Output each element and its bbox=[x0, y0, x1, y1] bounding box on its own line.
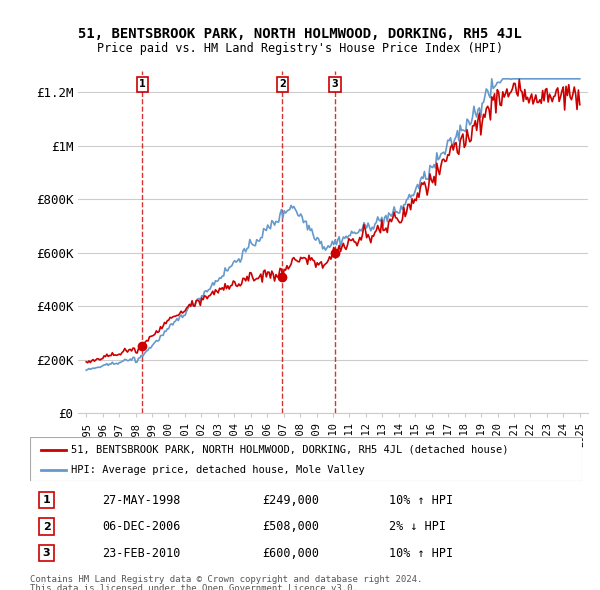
Text: 51, BENTSBROOK PARK, NORTH HOLMWOOD, DORKING, RH5 4JL: 51, BENTSBROOK PARK, NORTH HOLMWOOD, DOR… bbox=[78, 27, 522, 41]
Text: 2% ↓ HPI: 2% ↓ HPI bbox=[389, 520, 446, 533]
Text: 1: 1 bbox=[139, 80, 146, 90]
Text: 10% ↑ HPI: 10% ↑ HPI bbox=[389, 546, 453, 560]
Text: £508,000: £508,000 bbox=[262, 520, 319, 533]
Text: 27-MAY-1998: 27-MAY-1998 bbox=[102, 493, 180, 507]
Text: 51, BENTSBROOK PARK, NORTH HOLMWOOD, DORKING, RH5 4JL (detached house): 51, BENTSBROOK PARK, NORTH HOLMWOOD, DOR… bbox=[71, 445, 509, 455]
Text: £600,000: £600,000 bbox=[262, 546, 319, 560]
Text: 2: 2 bbox=[279, 80, 286, 90]
Text: 10% ↑ HPI: 10% ↑ HPI bbox=[389, 493, 453, 507]
Text: 23-FEB-2010: 23-FEB-2010 bbox=[102, 546, 180, 560]
Text: 06-DEC-2006: 06-DEC-2006 bbox=[102, 520, 180, 533]
Text: Contains HM Land Registry data © Crown copyright and database right 2024.: Contains HM Land Registry data © Crown c… bbox=[30, 575, 422, 584]
Text: 3: 3 bbox=[43, 548, 50, 558]
Text: This data is licensed under the Open Government Licence v3.0.: This data is licensed under the Open Gov… bbox=[30, 584, 358, 590]
Text: 1: 1 bbox=[43, 495, 50, 505]
Text: 3: 3 bbox=[332, 80, 338, 90]
FancyBboxPatch shape bbox=[30, 437, 582, 481]
Text: £249,000: £249,000 bbox=[262, 493, 319, 507]
Text: 2: 2 bbox=[43, 522, 50, 532]
Text: HPI: Average price, detached house, Mole Valley: HPI: Average price, detached house, Mole… bbox=[71, 465, 365, 475]
Text: Price paid vs. HM Land Registry's House Price Index (HPI): Price paid vs. HM Land Registry's House … bbox=[97, 42, 503, 55]
